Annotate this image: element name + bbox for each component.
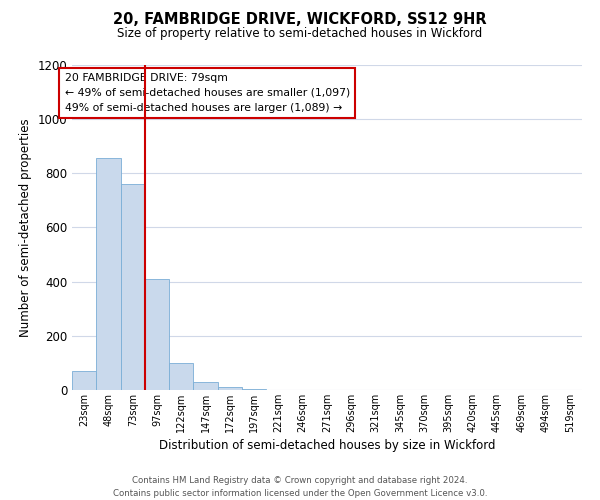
Bar <box>96 158 121 390</box>
Text: Contains HM Land Registry data © Crown copyright and database right 2024.
Contai: Contains HM Land Registry data © Crown c… <box>113 476 487 498</box>
Bar <box>193 382 218 390</box>
Bar <box>145 279 169 390</box>
Text: 20, FAMBRIDGE DRIVE, WICKFORD, SS12 9HR: 20, FAMBRIDGE DRIVE, WICKFORD, SS12 9HR <box>113 12 487 28</box>
Y-axis label: Number of semi-detached properties: Number of semi-detached properties <box>19 118 32 337</box>
Bar <box>218 388 242 390</box>
X-axis label: Distribution of semi-detached houses by size in Wickford: Distribution of semi-detached houses by … <box>159 439 495 452</box>
Bar <box>121 184 145 390</box>
Bar <box>169 363 193 390</box>
Text: 20 FAMBRIDGE DRIVE: 79sqm
← 49% of semi-detached houses are smaller (1,097)
49% : 20 FAMBRIDGE DRIVE: 79sqm ← 49% of semi-… <box>65 73 350 112</box>
Text: Size of property relative to semi-detached houses in Wickford: Size of property relative to semi-detach… <box>118 28 482 40</box>
Bar <box>242 389 266 390</box>
Bar <box>72 371 96 390</box>
